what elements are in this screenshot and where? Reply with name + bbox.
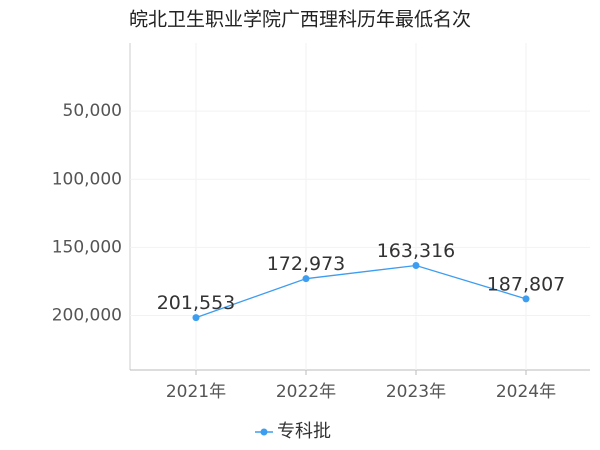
data-label: 172,973 <box>267 253 346 275</box>
x-tick-label: 2022年 <box>276 382 336 402</box>
y-tick-label: 150,000 <box>52 237 122 257</box>
data-label: 187,807 <box>487 273 566 295</box>
legend-marker <box>260 428 268 436</box>
point <box>192 314 200 322</box>
data-label: 201,553 <box>157 292 236 314</box>
point <box>302 275 310 283</box>
x-tick-label: 2023年 <box>386 382 446 402</box>
point <box>522 295 530 303</box>
x-tick-label: 2021年 <box>166 382 226 402</box>
line <box>195 264 527 319</box>
point <box>412 262 420 270</box>
x-tick-label: 2024年 <box>496 382 556 402</box>
y-tick-label: 50,000 <box>63 101 122 121</box>
y-tick-label: 200,000 <box>52 306 122 326</box>
data-label: 163,316 <box>377 240 456 262</box>
y-tick-label: 100,000 <box>52 169 122 189</box>
chart-title: 皖北卫生职业学院广西理科历年最低名次 <box>129 9 471 31</box>
legend-label: 专科批 <box>277 421 331 442</box>
